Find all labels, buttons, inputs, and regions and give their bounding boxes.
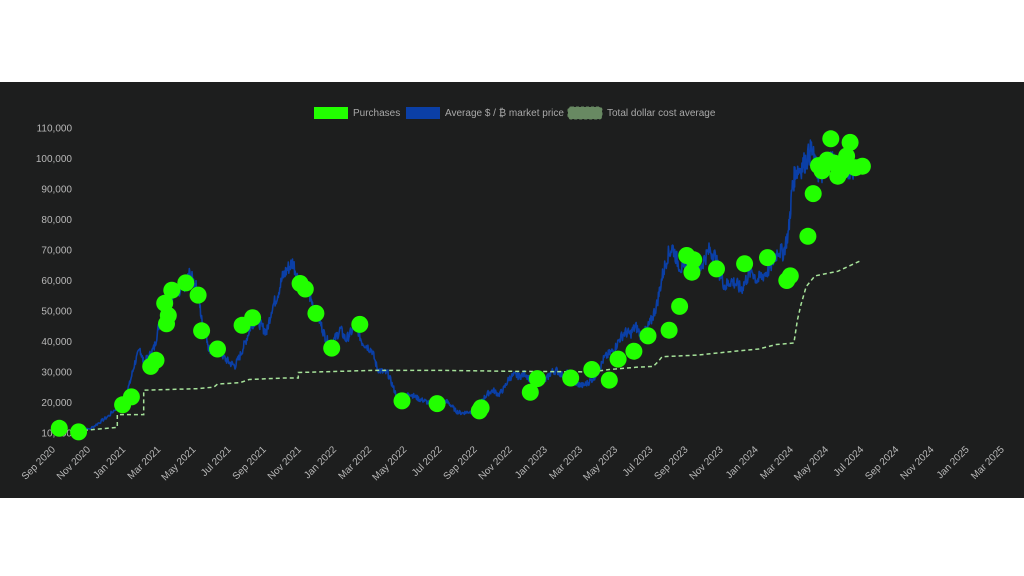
y-tick-label: 100,000 — [36, 154, 73, 165]
y-tick-label: 60,000 — [41, 276, 72, 287]
purchase-point[interactable] — [841, 133, 859, 151]
purchase-point[interactable] — [583, 361, 601, 378]
y-tick-label: 30,000 — [41, 367, 72, 378]
x-tick-label: Mar 2023 — [547, 444, 585, 482]
purchase-point[interactable] — [600, 371, 618, 389]
x-tick-label: Sep 2023 — [652, 444, 690, 482]
purchase-point[interactable] — [159, 307, 177, 324]
y-tick-label: 90,000 — [41, 185, 72, 196]
y-tick-label: 110,000 — [37, 124, 73, 135]
y-tick-label: 40,000 — [41, 337, 72, 348]
x-tick-label: Nov 2023 — [688, 444, 726, 482]
x-tick-label: Jul 2024 — [832, 444, 867, 479]
purchase-point[interactable] — [708, 260, 725, 278]
x-tick-label: May 2022 — [371, 444, 410, 483]
x-tick-label: Nov 2024 — [899, 444, 937, 482]
chart-panel: Purchases Average $ / ₿ market price Tot… — [0, 82, 1024, 498]
y-tick-label: 80,000 — [41, 215, 72, 226]
legend-swatch-purchases — [314, 107, 348, 119]
x-tick-label: Nov 2022 — [477, 444, 515, 482]
legend-label-cost-average: Total dollar cost average — [607, 108, 716, 119]
purchase-point[interactable] — [193, 322, 211, 340]
x-tick-label: Mar 2024 — [758, 444, 796, 482]
purchase-point[interactable] — [759, 249, 776, 267]
x-tick-label: Jan 2023 — [513, 444, 550, 481]
purchase-point[interactable] — [639, 327, 657, 345]
x-tick-label: Sep 2021 — [231, 444, 269, 482]
purchase-point[interactable] — [625, 342, 643, 360]
purchase-point[interactable] — [323, 339, 341, 357]
purchase-point[interactable] — [736, 255, 754, 273]
purchase-point[interactable] — [822, 130, 840, 148]
purchase-point[interactable] — [177, 274, 195, 292]
purchase-point[interactable] — [660, 321, 678, 339]
purchase-point[interactable] — [683, 263, 701, 281]
y-tick-label: 20,000 — [41, 398, 72, 409]
purchase-point[interactable] — [351, 315, 369, 333]
purchase-point[interactable] — [685, 251, 703, 269]
x-tick-label: Mar 2022 — [337, 444, 375, 482]
purchase-point[interactable] — [122, 388, 140, 406]
x-tick-label: Nov 2021 — [266, 444, 304, 482]
purchase-point[interactable] — [799, 227, 817, 245]
y-tick-label: 50,000 — [41, 306, 72, 317]
x-tick-label: Jul 2022 — [410, 444, 445, 479]
legend-item-cost-average[interactable]: Total dollar cost average — [567, 106, 716, 120]
x-tick-label: Nov 2020 — [55, 444, 93, 482]
x-tick-label: Sep 2024 — [863, 444, 901, 482]
purchase-point[interactable] — [853, 157, 871, 175]
purchase-point[interactable] — [163, 281, 181, 299]
x-tick-label: May 2023 — [581, 444, 620, 483]
purchase-point[interactable] — [296, 280, 314, 298]
legend-item-purchases[interactable]: Purchases — [314, 107, 400, 119]
purchase-point[interactable] — [609, 350, 627, 368]
purchase-point[interactable] — [528, 370, 546, 388]
legend-item-market-price[interactable]: Average $ / ₿ market price — [406, 107, 564, 119]
plot-area — [50, 130, 871, 441]
purchase-point[interactable] — [562, 369, 580, 387]
purchase-point[interactable] — [428, 395, 446, 413]
purchase-point[interactable] — [70, 423, 88, 441]
purchase-point[interactable] — [472, 399, 490, 417]
purchase-point[interactable] — [50, 419, 68, 437]
purchase-point[interactable] — [209, 340, 226, 358]
y-axis: 10,00020,00030,00040,00050,00060,00070,0… — [36, 124, 73, 440]
purchase-point[interactable] — [244, 309, 262, 327]
purchase-point[interactable] — [838, 147, 856, 165]
x-tick-label: Jan 2022 — [302, 444, 339, 481]
purchase-point[interactable] — [804, 185, 822, 203]
series-line-cost-average — [76, 260, 861, 432]
purchase-point[interactable] — [307, 304, 325, 322]
purchase-point[interactable] — [393, 392, 411, 410]
legend-label-market-price: Average $ / ₿ market price — [445, 107, 564, 119]
x-tick-label: Mar 2021 — [126, 444, 164, 482]
chart-svg: Purchases Average $ / ₿ market price Tot… — [20, 106, 1007, 483]
x-tick-label: May 2024 — [792, 444, 831, 483]
x-tick-label: Mar 2025 — [969, 444, 1007, 482]
legend-label-purchases: Purchases — [353, 108, 400, 119]
purchase-point[interactable] — [781, 267, 799, 285]
x-tick-label: Jan 2021 — [91, 444, 128, 481]
x-tick-label: Sep 2022 — [442, 444, 480, 482]
legend-swatch-market-price — [406, 107, 440, 119]
purchase-point[interactable] — [189, 286, 207, 304]
x-tick-label: Sep 2020 — [20, 444, 58, 482]
x-tick-label: Jul 2021 — [199, 444, 234, 479]
x-tick-label: Jan 2024 — [724, 444, 761, 481]
legend-swatch-cost-average — [567, 106, 603, 120]
purchase-point[interactable] — [671, 297, 689, 315]
x-tick-label: Jul 2023 — [621, 444, 656, 479]
x-tick-label: May 2021 — [160, 444, 199, 483]
x-tick-label: Jan 2025 — [935, 444, 972, 481]
legend: Purchases Average $ / ₿ market price Tot… — [314, 106, 716, 120]
y-tick-label: 70,000 — [41, 246, 72, 257]
purchase-point[interactable] — [147, 351, 165, 369]
purchase-point[interactable] — [521, 383, 539, 401]
